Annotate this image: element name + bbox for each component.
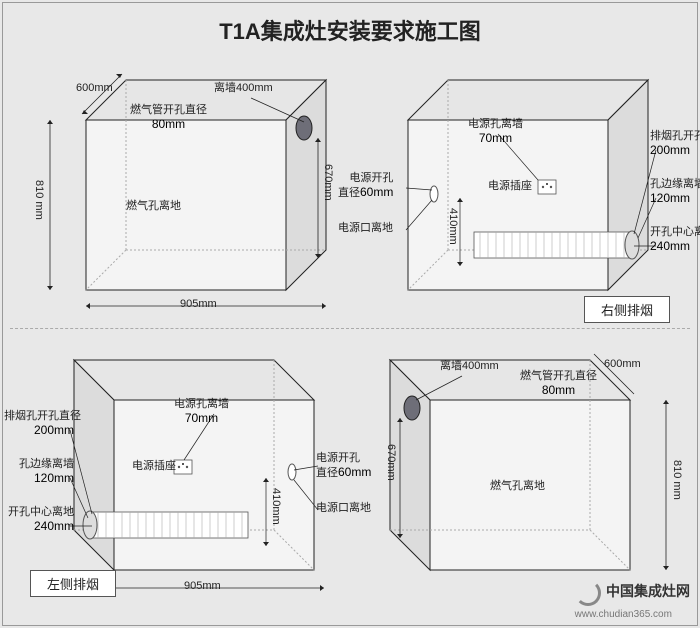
- pwr-fromwall: 电源孔离墙70mm: [468, 118, 523, 146]
- tag-left: 左侧排烟: [30, 570, 116, 597]
- gas-hole-ground-vb: 670mm: [384, 444, 397, 481]
- pwr-fromwall-b: 电源孔离墙70mm: [174, 398, 229, 426]
- tag-right: 右侧排烟: [584, 296, 670, 323]
- width-label: 905mm: [180, 298, 217, 311]
- watermark: 中国集成灶网 www.chudian365.com: [575, 580, 690, 620]
- cube-bottom-left: 排烟孔开孔直径200mm 孔边缘离墙120mm 开孔中心离地240mm 电源孔离…: [14, 340, 370, 600]
- ex-edge: 孔边缘离墙120mm: [650, 178, 700, 206]
- ex-dia-l: 排烟孔开孔直径200mm: [4, 410, 74, 438]
- pwr-ground-l: 电源口离地: [338, 222, 393, 235]
- gas-hole-ground-l: 燃气孔离地: [126, 200, 181, 213]
- logo-icon: [575, 580, 601, 606]
- separator: [10, 328, 690, 329]
- gas-pipe-dia-b: 燃气管开孔直径80mm: [520, 370, 597, 398]
- height-label: 810 mm: [32, 180, 45, 220]
- pwr-ground-lb: 电源口离地: [316, 502, 371, 515]
- pwr-dia: 电源开孔直径60mm: [338, 172, 393, 200]
- depth-label: 600mm: [76, 82, 113, 95]
- cube-bottom-right: 离墙400mm 燃气管开孔直径80mm 燃气孔离地 670mm 600mm 81…: [370, 340, 690, 600]
- page-title: T1A集成灶安装要求施工图: [0, 0, 700, 54]
- ex-center-l: 开孔中心离地240mm: [4, 506, 74, 534]
- gas-fromwall: 离墙400mm: [214, 82, 273, 95]
- depth-b: 600mm: [604, 358, 641, 371]
- pwr-ground-vb: 410mm: [269, 488, 282, 525]
- ex-edge-l: 孔边缘离墙120mm: [4, 458, 74, 486]
- ex-center: 开孔中心离地240mm: [650, 226, 700, 254]
- ex-dia: 排烟孔开孔直径200mm: [650, 130, 700, 158]
- gas-hole-ground-v: 670mm: [321, 164, 334, 201]
- pwr-socket: 电源插座: [488, 180, 532, 193]
- pwr-socket-b: 电源插座: [132, 460, 176, 473]
- pwr-ground-v: 410mm: [446, 208, 459, 245]
- height-b: 810 mm: [670, 460, 683, 500]
- gas-fromwall-b: 离墙400mm: [440, 360, 499, 373]
- cube-top-left: 600mm 810 mm 905mm 离墙400mm 燃气管开孔直径80mm 燃…: [26, 60, 346, 310]
- cube-top-right: 电源孔离墙70mm 电源开孔直径60mm 电源口离地 410mm 电源插座 排烟…: [338, 60, 694, 310]
- width-b: 905mm: [184, 580, 221, 593]
- gas-pipe-dia: 燃气管开孔直径80mm: [130, 104, 207, 132]
- pwr-dia-b: 电源开孔直径60mm: [316, 452, 371, 480]
- gas-hole-ground-lb: 燃气孔离地: [490, 480, 545, 493]
